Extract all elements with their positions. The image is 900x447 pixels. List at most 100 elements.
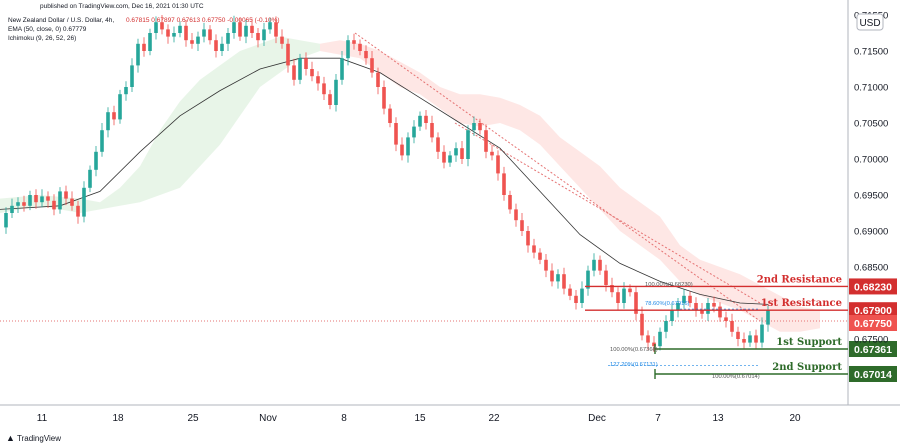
candle-body xyxy=(172,33,176,37)
candle-body xyxy=(460,148,464,159)
price-tick: 0.69500 xyxy=(854,191,888,202)
cloud-bearish xyxy=(320,40,820,332)
candle-body xyxy=(394,123,398,145)
candle-body xyxy=(400,144,404,156)
candle-body xyxy=(238,22,242,37)
candle-body xyxy=(358,43,362,51)
currency-badge[interactable] xyxy=(856,13,884,31)
candle-body xyxy=(706,303,710,314)
price-tick: 0.70500 xyxy=(854,119,888,130)
candle-body xyxy=(430,123,434,138)
candle-body xyxy=(502,173,506,195)
candle-body xyxy=(298,58,302,80)
candle-body xyxy=(550,270,554,282)
candle-body xyxy=(754,335,758,343)
candle-body xyxy=(178,25,182,33)
candle-body xyxy=(526,231,530,246)
currency-label: USD xyxy=(859,18,880,29)
candle-body xyxy=(370,58,374,73)
candle-body xyxy=(286,43,290,66)
candle-body xyxy=(520,220,524,231)
level-label: 1st Support xyxy=(776,337,842,348)
candle-body xyxy=(304,58,308,69)
symbol-line: New Zealand Dollar / U.S. Dollar, 4h, xyxy=(8,17,114,24)
candle-body xyxy=(700,310,704,314)
published-line: published on TradingView.com, Dec 16, 20… xyxy=(40,3,204,10)
fib-label: 100.00%(0.68230) xyxy=(645,282,693,288)
level-label: 2nd Resistance xyxy=(757,274,842,285)
ema-line xyxy=(0,57,769,305)
candle-body xyxy=(724,317,728,321)
candle-body xyxy=(184,25,188,41)
candle-body xyxy=(22,202,26,206)
time-tick: 25 xyxy=(187,413,199,424)
candle-body xyxy=(760,324,764,343)
time-tick: 11 xyxy=(37,413,48,424)
candle-body xyxy=(472,123,476,131)
level-badge xyxy=(849,341,897,358)
candle-body xyxy=(280,36,284,44)
downtrend-line xyxy=(354,32,761,322)
candle-body xyxy=(46,196,50,201)
time-tick: Nov xyxy=(259,413,277,424)
candle-body xyxy=(262,29,266,41)
candle-body xyxy=(556,274,560,282)
candle-body xyxy=(466,130,470,159)
candle-body xyxy=(232,22,236,33)
candle-body xyxy=(34,195,38,203)
time-tick: 15 xyxy=(414,413,426,424)
candle-body xyxy=(352,40,356,44)
candle-body xyxy=(106,112,110,131)
candle-body xyxy=(190,40,194,44)
candle-body xyxy=(70,198,74,206)
candle-body xyxy=(586,270,590,289)
price-tick: 0.67500 xyxy=(854,335,888,346)
candle-body xyxy=(244,25,248,37)
candle-body xyxy=(310,69,314,77)
candle-body xyxy=(406,137,410,156)
candle-body xyxy=(376,72,380,87)
ema-line: EMA (50, close, 0) 0.67779 xyxy=(8,26,87,33)
candle-body xyxy=(718,306,722,318)
candle-body xyxy=(142,43,146,51)
time-tick: Dec xyxy=(588,413,606,424)
time-tick: 18 xyxy=(112,413,124,424)
candle-body xyxy=(736,331,740,339)
candle-body xyxy=(730,321,734,332)
candle-body xyxy=(274,22,278,37)
candle-body xyxy=(340,58,344,80)
candle-body xyxy=(694,303,698,311)
fib-labels: 100.00%(0.68230) 78.60%(0.67916) 127.20%(0… xyxy=(608,282,760,380)
candle-body xyxy=(388,108,392,123)
candle-body xyxy=(412,126,416,138)
candle-body xyxy=(628,288,632,293)
time-tick: 22 xyxy=(488,413,500,424)
candle-body xyxy=(688,295,692,303)
fib-label: 78.60%(0.67916) xyxy=(645,301,690,307)
ema-50-path xyxy=(0,57,769,305)
candle-body xyxy=(4,213,8,228)
candle-body xyxy=(640,313,644,336)
footer-brand: TradingView xyxy=(17,434,61,443)
candle-body xyxy=(766,310,770,325)
candle-body xyxy=(328,94,332,105)
downtrend-line-2 xyxy=(454,122,761,304)
candle-body xyxy=(652,342,656,347)
candle-body xyxy=(436,137,440,152)
candle-body xyxy=(214,40,218,51)
support-resistance-levels: 2nd Resistance 0.68230 1st Resistance 0.679… xyxy=(585,274,897,382)
price-tick: 0.71500 xyxy=(854,47,888,58)
candle-body xyxy=(256,33,260,41)
candle-body xyxy=(154,22,158,33)
candle-body xyxy=(88,169,92,188)
time-axis: 11 18 25 Nov 8 15 22 Dec 7 13 20 xyxy=(37,413,801,424)
candle-body xyxy=(544,259,548,271)
candle-body xyxy=(382,87,386,109)
candle-body xyxy=(112,112,116,120)
level-label: 1st Resistance xyxy=(761,298,842,309)
candle-body xyxy=(82,187,86,217)
candle-body xyxy=(712,303,716,307)
price-tick: 0.68500 xyxy=(854,263,888,274)
candle-body xyxy=(598,259,602,271)
